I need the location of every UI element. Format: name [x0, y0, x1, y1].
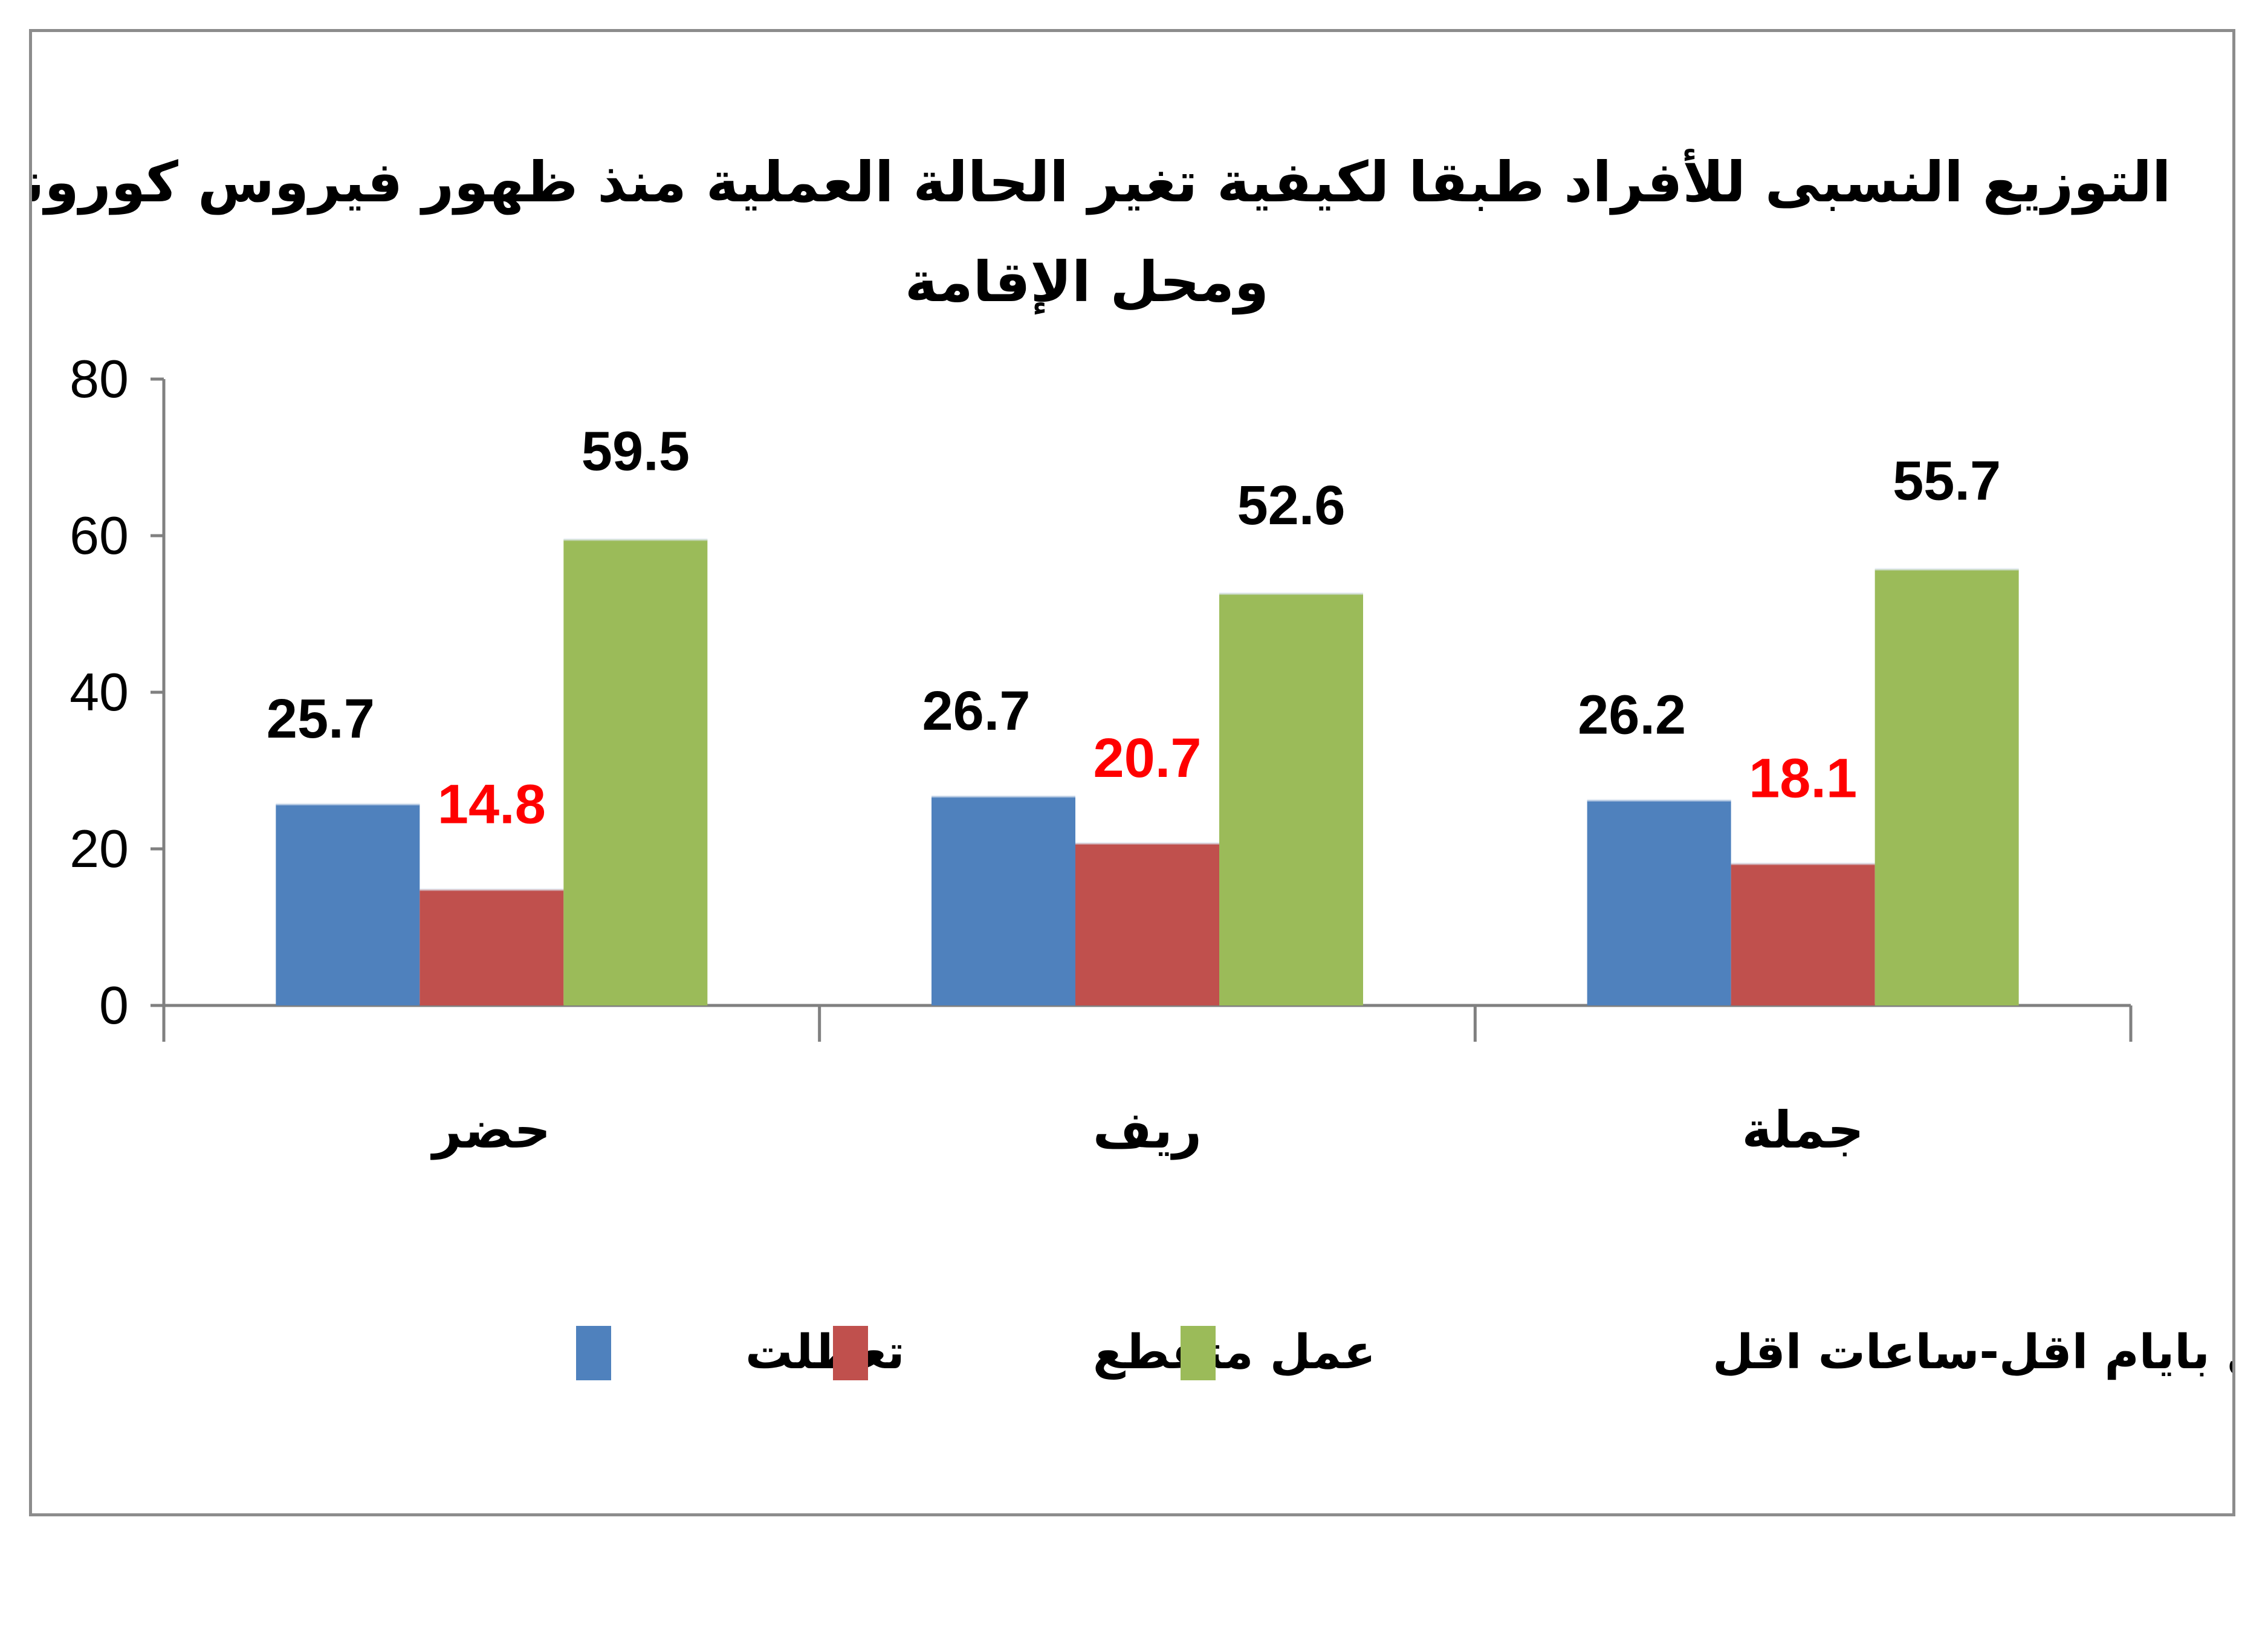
x-category-label: حضر — [430, 1100, 551, 1160]
bar — [563, 539, 708, 1005]
data-label: 25.7 — [267, 688, 375, 750]
data-label: 26.2 — [1578, 684, 1686, 746]
x-category-label: جملة — [1742, 1100, 1864, 1160]
data-label: 18.1 — [1749, 748, 1857, 810]
data-label: 26.7 — [922, 680, 1030, 742]
chart-title-line-1: التوزيع النسبى للأفراد طبقا لكيفية تغير … — [32, 149, 2171, 215]
y-tick-label: 60 — [70, 505, 129, 565]
legend-label: عمل بايام اقل-ساعات اقل — [1712, 1325, 2232, 1380]
legend-label: عمل متقطع — [1093, 1325, 1376, 1380]
legend-swatch — [833, 1326, 868, 1380]
data-label: 55.7 — [1893, 450, 2001, 512]
bars: 25.7 14.8 59.5 26.7 20.7 52.6 26.2 18.1 55.7 — [267, 420, 2019, 1005]
x-category-label: ريف — [1093, 1100, 1202, 1160]
data-label: 14.8 — [438, 773, 546, 835]
legend-swatch — [1181, 1326, 1216, 1380]
bar — [1075, 843, 1219, 1005]
bar — [932, 796, 1075, 1005]
chart-frame: التوزيع النسبى للأفراد طبقا لكيفية تغير … — [29, 29, 2235, 1516]
y-tick-label: 80 — [70, 349, 129, 409]
data-label: 52.6 — [1237, 475, 1345, 536]
bar — [420, 889, 564, 1005]
bar — [1219, 593, 1363, 1005]
bar — [1731, 863, 1875, 1005]
bar — [276, 804, 420, 1005]
bar-chart: التوزيع النسبى للأفراد طبقا لكيفية تغير … — [32, 149, 2232, 1380]
y-tick-label: 0 — [99, 975, 129, 1035]
legend-label: تعطلت — [745, 1325, 905, 1380]
data-label: 20.7 — [1093, 727, 1201, 789]
bar — [1587, 800, 1731, 1005]
axes: 0 20 40 60 80 حضر ريف جملة — [70, 349, 2133, 1160]
chart-title: التوزيع النسبى للأفراد طبقا لكيفية تغير … — [32, 149, 2171, 315]
y-tick-label: 40 — [70, 662, 129, 722]
data-label: 59.5 — [582, 420, 690, 482]
bar — [1874, 569, 2019, 1005]
y-tick-label: 20 — [70, 819, 129, 878]
chart-title-line-2: ومحل الإقامة — [905, 250, 1269, 315]
legend: تعطلت عمل متقطع عمل بايام اقل-ساعات اقل — [576, 1325, 2232, 1380]
legend-swatch — [576, 1326, 611, 1380]
